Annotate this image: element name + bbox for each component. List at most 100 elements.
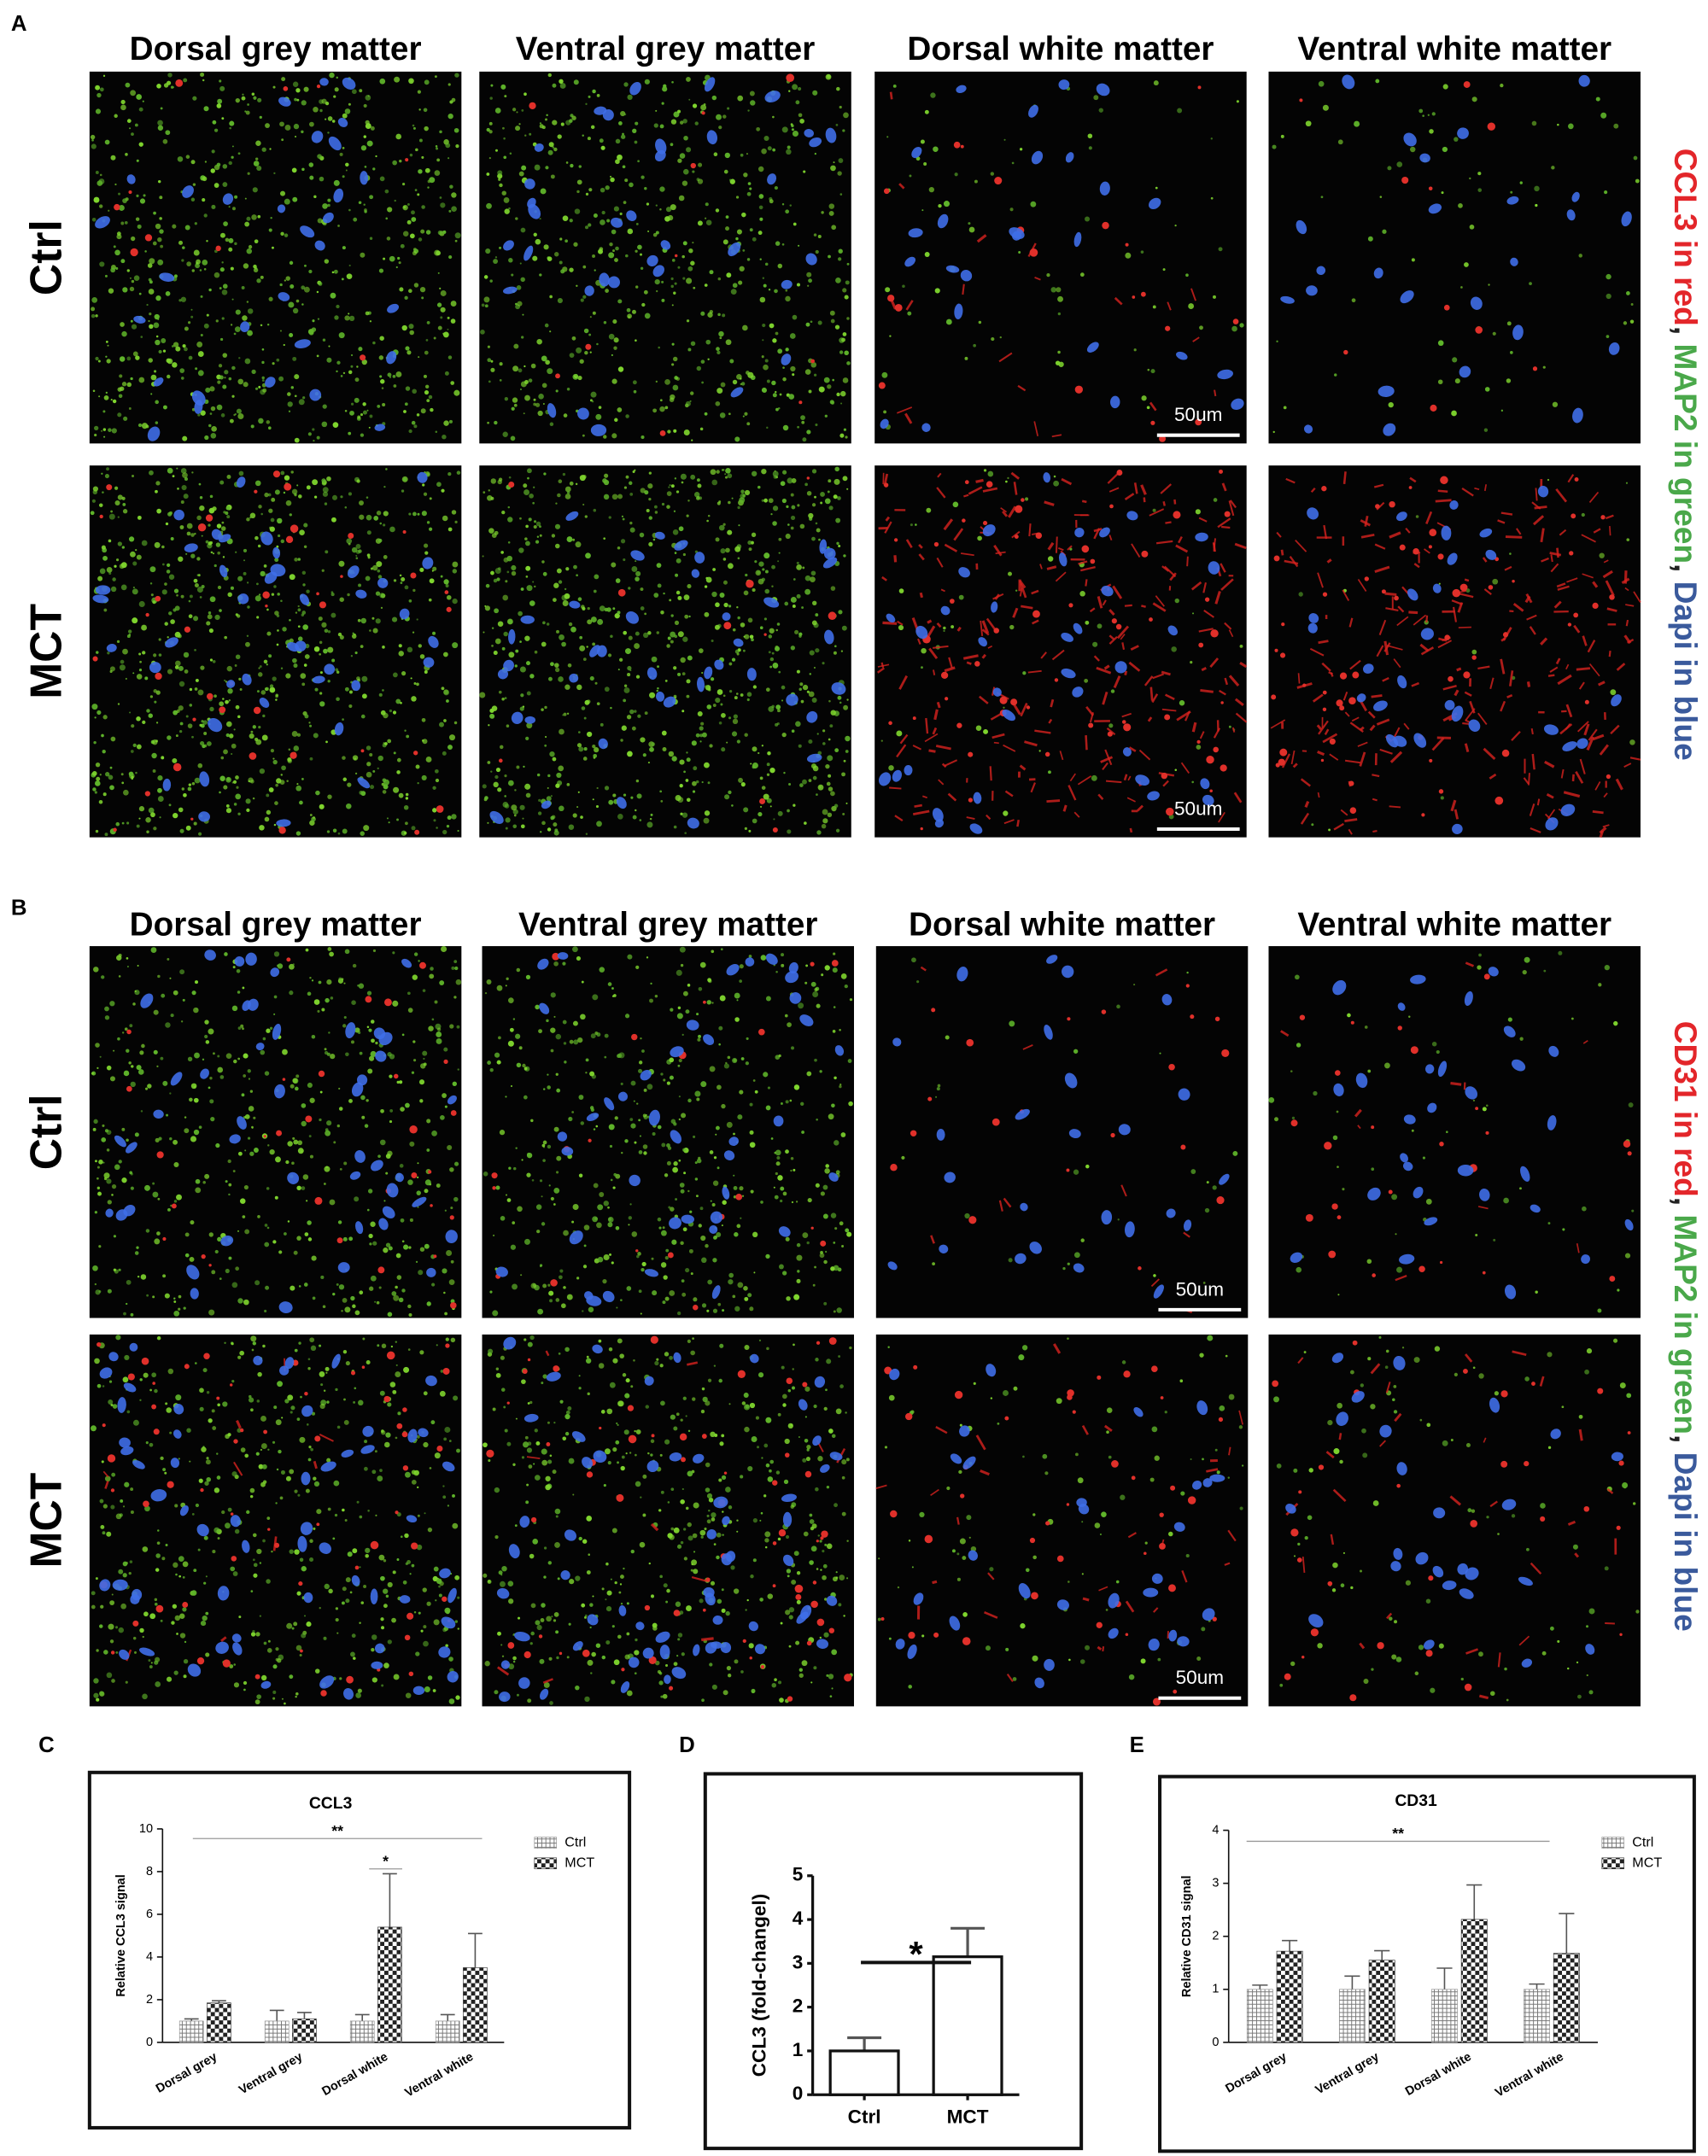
red-speck [402,529,407,535]
red-speck [411,1172,418,1178]
green-speck [520,277,525,283]
green-speck [583,1224,590,1230]
green-speck [398,644,402,648]
green-speck [617,494,623,500]
green-speck [608,799,614,805]
red-speck [290,524,299,533]
green-speck [837,496,841,500]
red-speck [508,481,515,488]
green-speck [220,756,225,760]
green-speck [338,332,345,339]
green-speck [920,139,925,144]
green-speck [644,79,650,85]
green-speck [237,715,241,719]
green-speck [627,954,633,960]
green-speck [118,953,122,957]
green-speck [1551,166,1555,170]
green-speck [417,1176,419,1178]
green-speck [407,219,412,225]
green-speck [436,250,441,256]
green-speck [699,740,702,743]
green-speck [577,731,581,733]
red-speck [360,749,365,753]
green-speck [271,593,275,596]
red-speck [1567,622,1572,627]
green-speck [319,652,321,656]
green-speck [688,615,691,618]
green-speck [130,750,134,753]
green-speck [108,513,115,520]
green-speck [121,781,125,785]
green-speck [136,674,143,680]
green-speck [814,495,816,499]
green-speck [930,92,936,98]
green-speck [203,106,209,112]
green-speck [1510,190,1513,194]
green-speck [445,584,449,587]
green-speck [733,714,738,719]
green-speck [527,468,532,474]
green-speck [247,1069,251,1073]
green-speck [153,211,156,215]
green-speck [325,101,330,106]
green-speck [242,93,244,96]
green-speck [264,492,269,498]
green-speck [699,726,704,731]
green-speck [592,745,596,749]
green-speck [785,1149,789,1154]
green-speck [322,203,328,209]
green-speck [292,307,299,314]
green-speck [319,640,323,645]
green-speck [744,412,748,416]
green-speck [696,1013,699,1016]
green-speck [631,566,638,572]
green-speck [408,429,412,434]
green-speck [128,407,132,410]
green-speck [712,568,717,571]
green-speck [111,1194,114,1196]
green-speck [91,704,98,710]
green-speck [155,223,161,230]
green-speck [440,575,443,578]
green-speck [435,778,440,783]
green-speck [517,301,523,307]
green-speck [692,170,695,173]
green-speck [114,500,120,506]
green-speck [811,469,817,474]
green-speck [504,697,507,699]
green-speck [488,528,494,534]
green-speck [190,1083,197,1090]
green-speck [301,1150,303,1153]
green-speck [1581,512,1585,517]
green-speck [126,1138,129,1142]
green-speck [447,815,452,821]
green-speck [232,966,236,969]
green-speck [129,127,132,130]
green-speck [380,1108,384,1113]
green-speck [772,338,777,343]
green-speck [110,586,117,593]
green-speck [543,244,549,250]
green-speck [795,721,801,727]
green-speck [613,337,619,343]
green-speck [593,1183,599,1189]
green-speck [564,486,571,493]
green-speck [1484,387,1490,392]
green-speck [541,560,545,564]
green-speck [638,1068,643,1073]
green-speck [437,230,443,236]
green-speck [771,651,775,655]
green-speck [620,539,626,544]
green-speck [248,244,253,249]
green-speck [109,1001,115,1007]
green-speck [364,166,367,168]
green-speck [309,1154,313,1159]
green-speck [366,553,371,558]
green-speck [943,201,951,207]
green-speck [740,622,746,628]
green-speck [796,283,800,287]
red-speck [1173,511,1181,519]
green-speck [243,1074,247,1078]
green-speck [760,805,763,808]
green-speck [141,1043,145,1049]
